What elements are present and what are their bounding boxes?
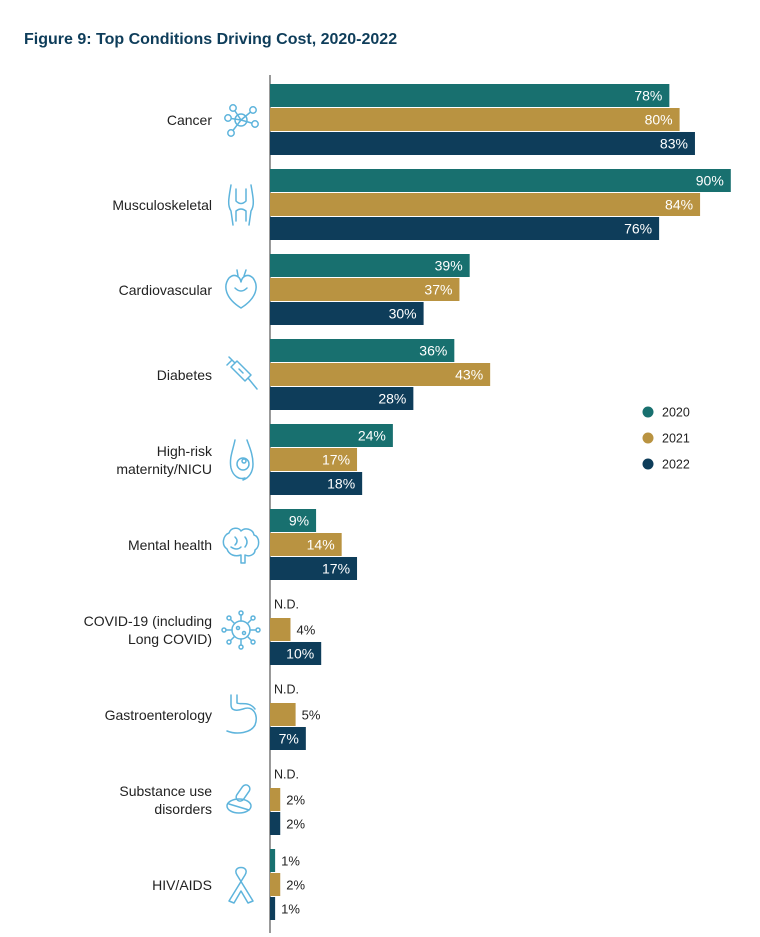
- category-label: Substance use: [119, 783, 212, 799]
- bar-2021: [270, 533, 342, 556]
- data-label: 39%: [435, 258, 463, 274]
- bar-2021: [270, 193, 701, 216]
- data-label: 24%: [358, 428, 386, 444]
- legend-marker-2022: [642, 458, 654, 470]
- bar-2022: [270, 132, 695, 155]
- bar-2020: [270, 339, 455, 362]
- bar-2020: [270, 254, 470, 277]
- data-label: 17%: [322, 561, 350, 577]
- category-label: Cancer: [167, 112, 212, 128]
- pregnancy-icon: [229, 439, 254, 481]
- data-label: 28%: [378, 391, 406, 407]
- bar-2022: [270, 217, 660, 240]
- legend-label: 2022: [662, 458, 690, 472]
- category-label: HIV/AIDS: [152, 877, 212, 893]
- knee-joint-icon: [227, 184, 255, 226]
- legend-label: 2021: [662, 432, 690, 446]
- bar-2022: [270, 812, 281, 835]
- brain-icon: [222, 527, 260, 564]
- data-label: 5%: [302, 708, 321, 723]
- bar-2020: [270, 169, 731, 192]
- bar-2021: [270, 788, 281, 811]
- bar-2022: [270, 642, 322, 665]
- bar-2020: [270, 849, 276, 872]
- data-label: 2%: [286, 817, 305, 832]
- data-label: 1%: [281, 902, 300, 917]
- chart-title: Figure 9: Top Conditions Driving Cost, 2…: [24, 31, 398, 48]
- data-label: 30%: [389, 306, 417, 322]
- data-label: 76%: [624, 221, 652, 237]
- bar-2022: [270, 897, 276, 920]
- bar-2021: [270, 363, 491, 386]
- category-label: Gastroenterology: [105, 707, 212, 723]
- legend-label: 2020: [662, 406, 690, 420]
- stomach-icon: [226, 694, 257, 734]
- legend-marker-2020: [642, 406, 654, 418]
- data-label: 2%: [286, 793, 305, 808]
- data-label: 1%: [281, 854, 300, 869]
- bar-2022: [270, 557, 358, 580]
- category-label: COVID-19 (including: [84, 613, 212, 629]
- bar-2021: [270, 618, 291, 641]
- data-label: 80%: [645, 112, 673, 128]
- bar-2020: [270, 424, 393, 447]
- pills-icon: [226, 784, 252, 814]
- data-label: 36%: [419, 343, 447, 359]
- no-data-label: N.D.: [274, 683, 299, 697]
- bar-2022: [270, 472, 363, 495]
- data-label: 7%: [279, 731, 299, 747]
- category-label: Cardiovascular: [119, 282, 213, 298]
- category-label: Long COVID): [128, 631, 212, 647]
- awareness-ribbon-icon: [228, 866, 254, 904]
- category-label: disorders: [154, 801, 212, 817]
- data-label: 90%: [696, 173, 724, 189]
- bar-2022: [270, 302, 424, 325]
- bar-2021: [270, 448, 358, 471]
- bar-2022: [270, 727, 306, 750]
- bar-2022: [270, 387, 414, 410]
- category-label: maternity/NICU: [116, 461, 212, 477]
- data-label: 9%: [289, 513, 309, 529]
- bar-2021: [270, 278, 460, 301]
- category-label: High-risk: [157, 443, 213, 459]
- bar-2021: [270, 108, 680, 131]
- data-label: 4%: [296, 623, 315, 638]
- legend-marker-2021: [642, 432, 654, 444]
- data-label: 14%: [307, 537, 335, 553]
- data-label: 10%: [286, 646, 314, 662]
- category-label: Mental health: [128, 537, 212, 553]
- network-icon: [224, 104, 259, 137]
- category-label: Diabetes: [157, 367, 212, 383]
- no-data-label: N.D.: [274, 768, 299, 782]
- virus-icon: [221, 610, 261, 650]
- category-label: Musculoskeletal: [112, 197, 212, 213]
- data-label: 37%: [424, 282, 452, 298]
- no-data-label: N.D.: [274, 598, 299, 612]
- bar-2020: [270, 84, 670, 107]
- data-label: 17%: [322, 452, 350, 468]
- bar-2021: [270, 703, 296, 726]
- data-label: 43%: [455, 367, 483, 383]
- data-label: 83%: [660, 136, 688, 152]
- heart-icon: [225, 269, 257, 309]
- bar-2020: [270, 509, 317, 532]
- data-label: 84%: [665, 197, 693, 213]
- data-label: 18%: [327, 476, 355, 492]
- data-label: 78%: [634, 88, 662, 104]
- data-label: 2%: [286, 878, 305, 893]
- syringe-icon: [226, 356, 258, 390]
- bar-2021: [270, 873, 281, 896]
